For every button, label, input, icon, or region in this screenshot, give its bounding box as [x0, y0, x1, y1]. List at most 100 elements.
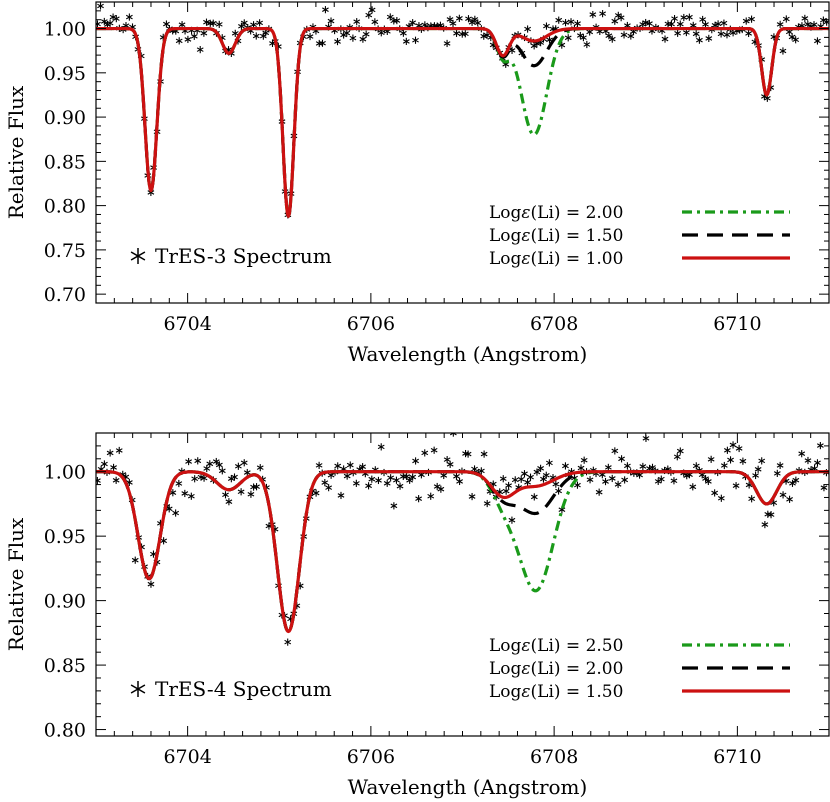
x-tick-label: 6706 — [347, 313, 395, 335]
observed-point — [676, 20, 684, 28]
observed-point — [646, 19, 653, 28]
observed-point — [671, 15, 678, 23]
observed-point — [412, 457, 419, 465]
observed-point — [206, 460, 214, 468]
observed-point — [620, 31, 628, 39]
observed-point — [393, 16, 401, 25]
observed-point — [284, 638, 292, 646]
asterisk-icon — [130, 248, 146, 264]
observed-point — [589, 10, 597, 19]
observed-point — [555, 487, 562, 495]
legend-label: Logε(Li) = 1.50 — [489, 682, 623, 702]
observed-point — [359, 463, 367, 471]
observed-point — [165, 505, 173, 513]
observed-point — [125, 13, 133, 21]
y-tick-label: 0.90 — [44, 591, 86, 613]
observed-point — [215, 461, 223, 469]
observed-point — [218, 467, 226, 475]
model-line-solid — [96, 26, 829, 218]
observed-point — [779, 47, 787, 55]
observed-point — [471, 465, 478, 473]
y-tick-label: 0.95 — [44, 526, 86, 548]
observed-point — [349, 34, 357, 42]
observed-point — [758, 457, 766, 465]
observed-point — [315, 461, 323, 469]
observed-point — [611, 17, 619, 25]
observed-point — [468, 492, 476, 501]
legend-label: Logε(Li) = 2.00 — [489, 659, 623, 679]
observed-point — [334, 462, 342, 470]
observed-point — [449, 19, 457, 28]
model-line-dash — [96, 470, 829, 634]
observed-point — [714, 20, 722, 28]
observed-point — [720, 461, 728, 470]
observed-point — [580, 34, 587, 42]
y-axis-label: Relative Flux — [4, 517, 28, 651]
observed-point — [816, 441, 824, 450]
observed-point — [574, 19, 581, 28]
observed-point — [735, 444, 743, 453]
y-tick-label: 0.90 — [44, 107, 86, 129]
observed-point — [353, 18, 361, 26]
observed-point — [365, 11, 373, 19]
observed-point — [723, 446, 731, 454]
observed-point — [608, 35, 616, 43]
observed-point — [240, 19, 248, 27]
observed-point — [521, 470, 528, 478]
observed-point — [524, 478, 531, 486]
observed-point — [409, 473, 417, 481]
observed-point — [689, 483, 697, 491]
observed-point — [605, 32, 613, 40]
observed-point — [377, 443, 385, 451]
observed-point — [306, 32, 314, 41]
observed-point — [455, 14, 463, 22]
observed-point — [200, 474, 208, 482]
observed-point — [530, 42, 538, 50]
observed-point — [707, 455, 715, 463]
observed-point — [727, 456, 734, 464]
spectrum-label: TrES-4 Spectrum — [155, 677, 332, 701]
observed-point — [160, 537, 168, 545]
observed-point — [443, 39, 451, 48]
observed-point — [611, 447, 619, 455]
observed-point — [112, 476, 120, 484]
observed-spectrum — [96, 433, 829, 646]
observed-point — [661, 35, 669, 43]
observed-point — [343, 29, 351, 37]
observed-point — [624, 462, 631, 470]
observed-point — [702, 20, 709, 29]
panel-tres3: 6704 6706 6708 6710 0.70 0.75 0.80 0.85 0.90 0.95… — [4, 1, 830, 366]
observed-point — [101, 460, 108, 468]
observed-point — [717, 30, 725, 38]
y-tick-label: 1.00 — [44, 462, 86, 484]
observed-point — [711, 489, 719, 497]
observed-point — [368, 6, 376, 14]
observed-point — [238, 22, 245, 30]
observed-point — [337, 491, 345, 500]
observed-point — [222, 491, 229, 499]
observed-point — [776, 461, 784, 470]
observed-point — [670, 477, 678, 485]
observed-point — [243, 468, 251, 477]
observed-point — [175, 479, 183, 488]
observed-point — [253, 483, 260, 491]
observed-point — [680, 13, 688, 22]
observed-point — [461, 30, 469, 38]
observed-point — [723, 31, 731, 39]
observed-point — [595, 488, 603, 496]
observed-point — [115, 446, 123, 455]
observed-point — [752, 471, 759, 480]
observed-point — [657, 475, 665, 483]
observed-point — [390, 502, 398, 510]
observed-point — [685, 13, 693, 21]
y-tick-label: 0.85 — [44, 151, 86, 173]
observed-point — [804, 20, 812, 28]
observed-point — [732, 482, 740, 490]
observed-point — [786, 495, 793, 503]
observed-point — [433, 482, 441, 491]
observed-point — [524, 25, 531, 33]
x-axis-label: Wavelength (Angstrom) — [348, 775, 588, 799]
observed-point — [209, 19, 217, 27]
observed-point — [530, 493, 538, 501]
observed-point — [240, 459, 248, 467]
